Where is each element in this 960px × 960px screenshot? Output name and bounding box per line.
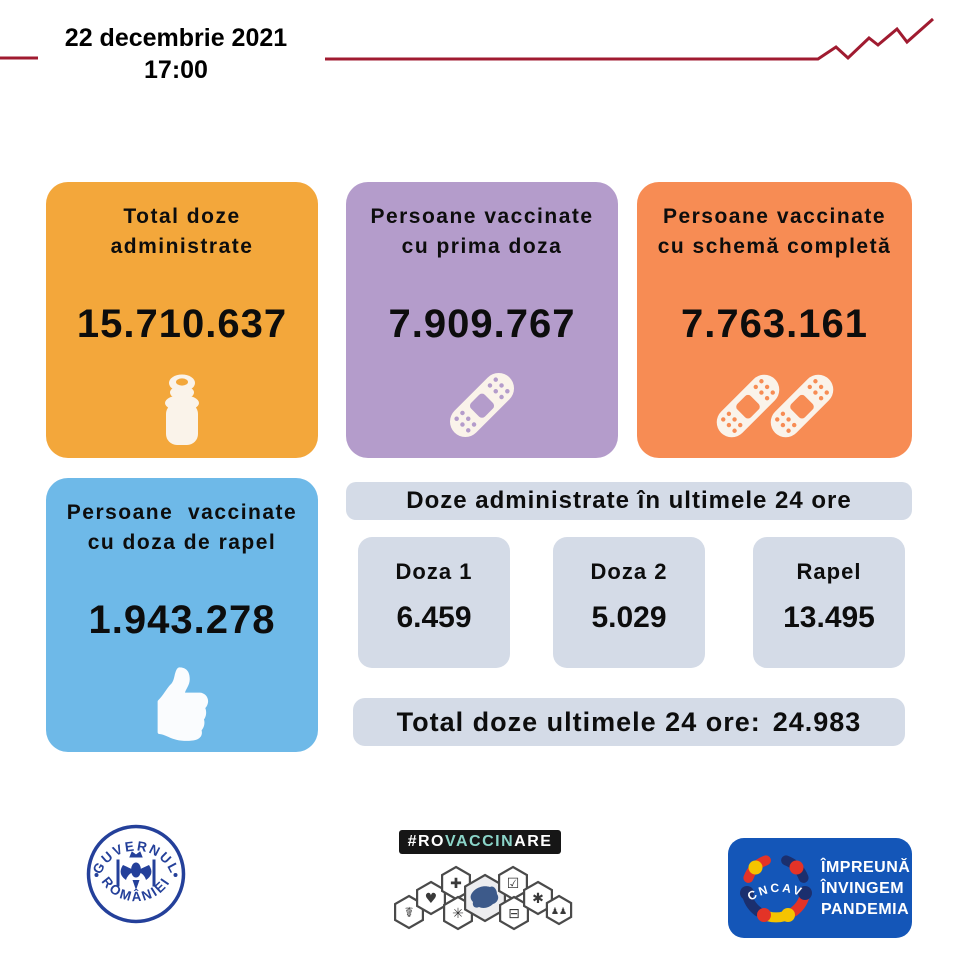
last24-total-bar: Total doze ultimele 24 ore: 24.983 (353, 698, 905, 746)
mini-card-rapel-value: 13.495 (783, 601, 875, 634)
card-complete-title: Persoane vaccinate cu schemă completă (657, 205, 892, 258)
last24-title: Doze administrate în ultimele 24 ore (406, 487, 852, 514)
last24-total-label: Total doze ultimele 24 ore: (396, 706, 761, 737)
mask-icon: ⊟ (508, 906, 520, 922)
rovaccinare-logo: #RO VACCIN ARE ☤ ♥ ✚ ✳ ☑ ⊟ ✱ (382, 830, 578, 944)
mini-card-rapel-label: Rapel (796, 559, 862, 584)
rovaccinare-hash: #RO (407, 833, 445, 850)
thumbs-up-icon (46, 666, 318, 742)
stethoscope-icon: ☤ (404, 905, 413, 921)
heart-pulse-icon: ♥ (425, 891, 438, 907)
mini-card-doza2-value: 5.029 (591, 601, 667, 634)
guvernul-romaniei-logo: GUVERNUL ROMÂNIEI (86, 824, 186, 924)
romania-map-icon (470, 886, 499, 908)
card-total-value: 15.710.637 (76, 302, 288, 346)
clipboard-icon: ☑ (507, 876, 520, 892)
card-first-title: Persoane vaccinate cu prima doza (370, 205, 594, 258)
first-aid-icon: ✚ (450, 876, 462, 892)
cncav-name: CNCAV (745, 881, 803, 904)
card-total-doses: Total doze administrate 15.710.637 (46, 182, 318, 458)
card-booster: Persoane vaccinate cu doza de rapel 1.94… (46, 478, 318, 752)
report-time: 17:00 (144, 56, 208, 84)
rovaccinare-banner: #RO VACCIN ARE (398, 830, 562, 854)
star-of-life-icon: ✳ (452, 906, 464, 922)
card-booster-title: Persoane vaccinate cu doza de rapel (66, 501, 298, 554)
report-datetime: 22 decembrie 2021 17:00 (40, 22, 312, 86)
rovaccinare-vaccin: VACCIN (444, 833, 515, 850)
mini-card-doza1: Doza 1 6.459 (358, 537, 510, 668)
rovaccinare-hex-cluster: ☤ ♥ ✚ ✳ ☑ ⊟ ✱ ♟♟ (394, 865, 573, 931)
svg-text:CNCAV: CNCAV (745, 881, 806, 904)
mini-card-doza1-label: Doza 1 (395, 559, 473, 584)
card-first-dose: Persoane vaccinate cu prima doza 7.909.7… (346, 182, 618, 458)
bandage-icon (346, 362, 618, 448)
vial-icon (46, 372, 318, 448)
cncav-slogan-line1: ÎMPREUNĂ (821, 858, 911, 876)
last24-total-value: 24.983 (772, 706, 862, 737)
cncav-logo: CNCAV ÎMPREUNĂ ÎNVINGEM PANDEMIA (728, 838, 912, 938)
people-icon: ♟♟ (551, 907, 567, 917)
virus-icon: ✱ (532, 891, 544, 907)
cncav-slogan-line2: ÎNVINGEM (821, 879, 905, 897)
card-booster-value: 1.943.278 (88, 598, 276, 642)
card-first-value: 7.909.767 (388, 302, 576, 346)
card-complete-value: 7.763.161 (681, 302, 868, 346)
card-complete-schema: Persoane vaccinate cu schemă completă 7.… (637, 182, 912, 458)
cncav-people-circle-icon: CNCAV (740, 855, 812, 923)
last24-header: Doze administrate în ultimele 24 ore (346, 482, 912, 520)
double-bandage-icon (637, 354, 912, 448)
rovaccinare-are: ARE (514, 833, 553, 850)
cncav-slogan-line3: PANDEMIA (821, 900, 910, 918)
card-total-title: Total doze administrate (110, 205, 254, 258)
mini-card-doza1-value: 6.459 (396, 601, 472, 634)
mini-card-doza2: Doza 2 5.029 (553, 537, 705, 668)
coat-of-arms-icon (116, 851, 156, 890)
report-date: 22 decembrie 2021 (64, 24, 288, 52)
mini-card-rapel: Rapel 13.495 (753, 537, 905, 668)
mini-card-doza2-label: Doza 2 (590, 559, 668, 584)
